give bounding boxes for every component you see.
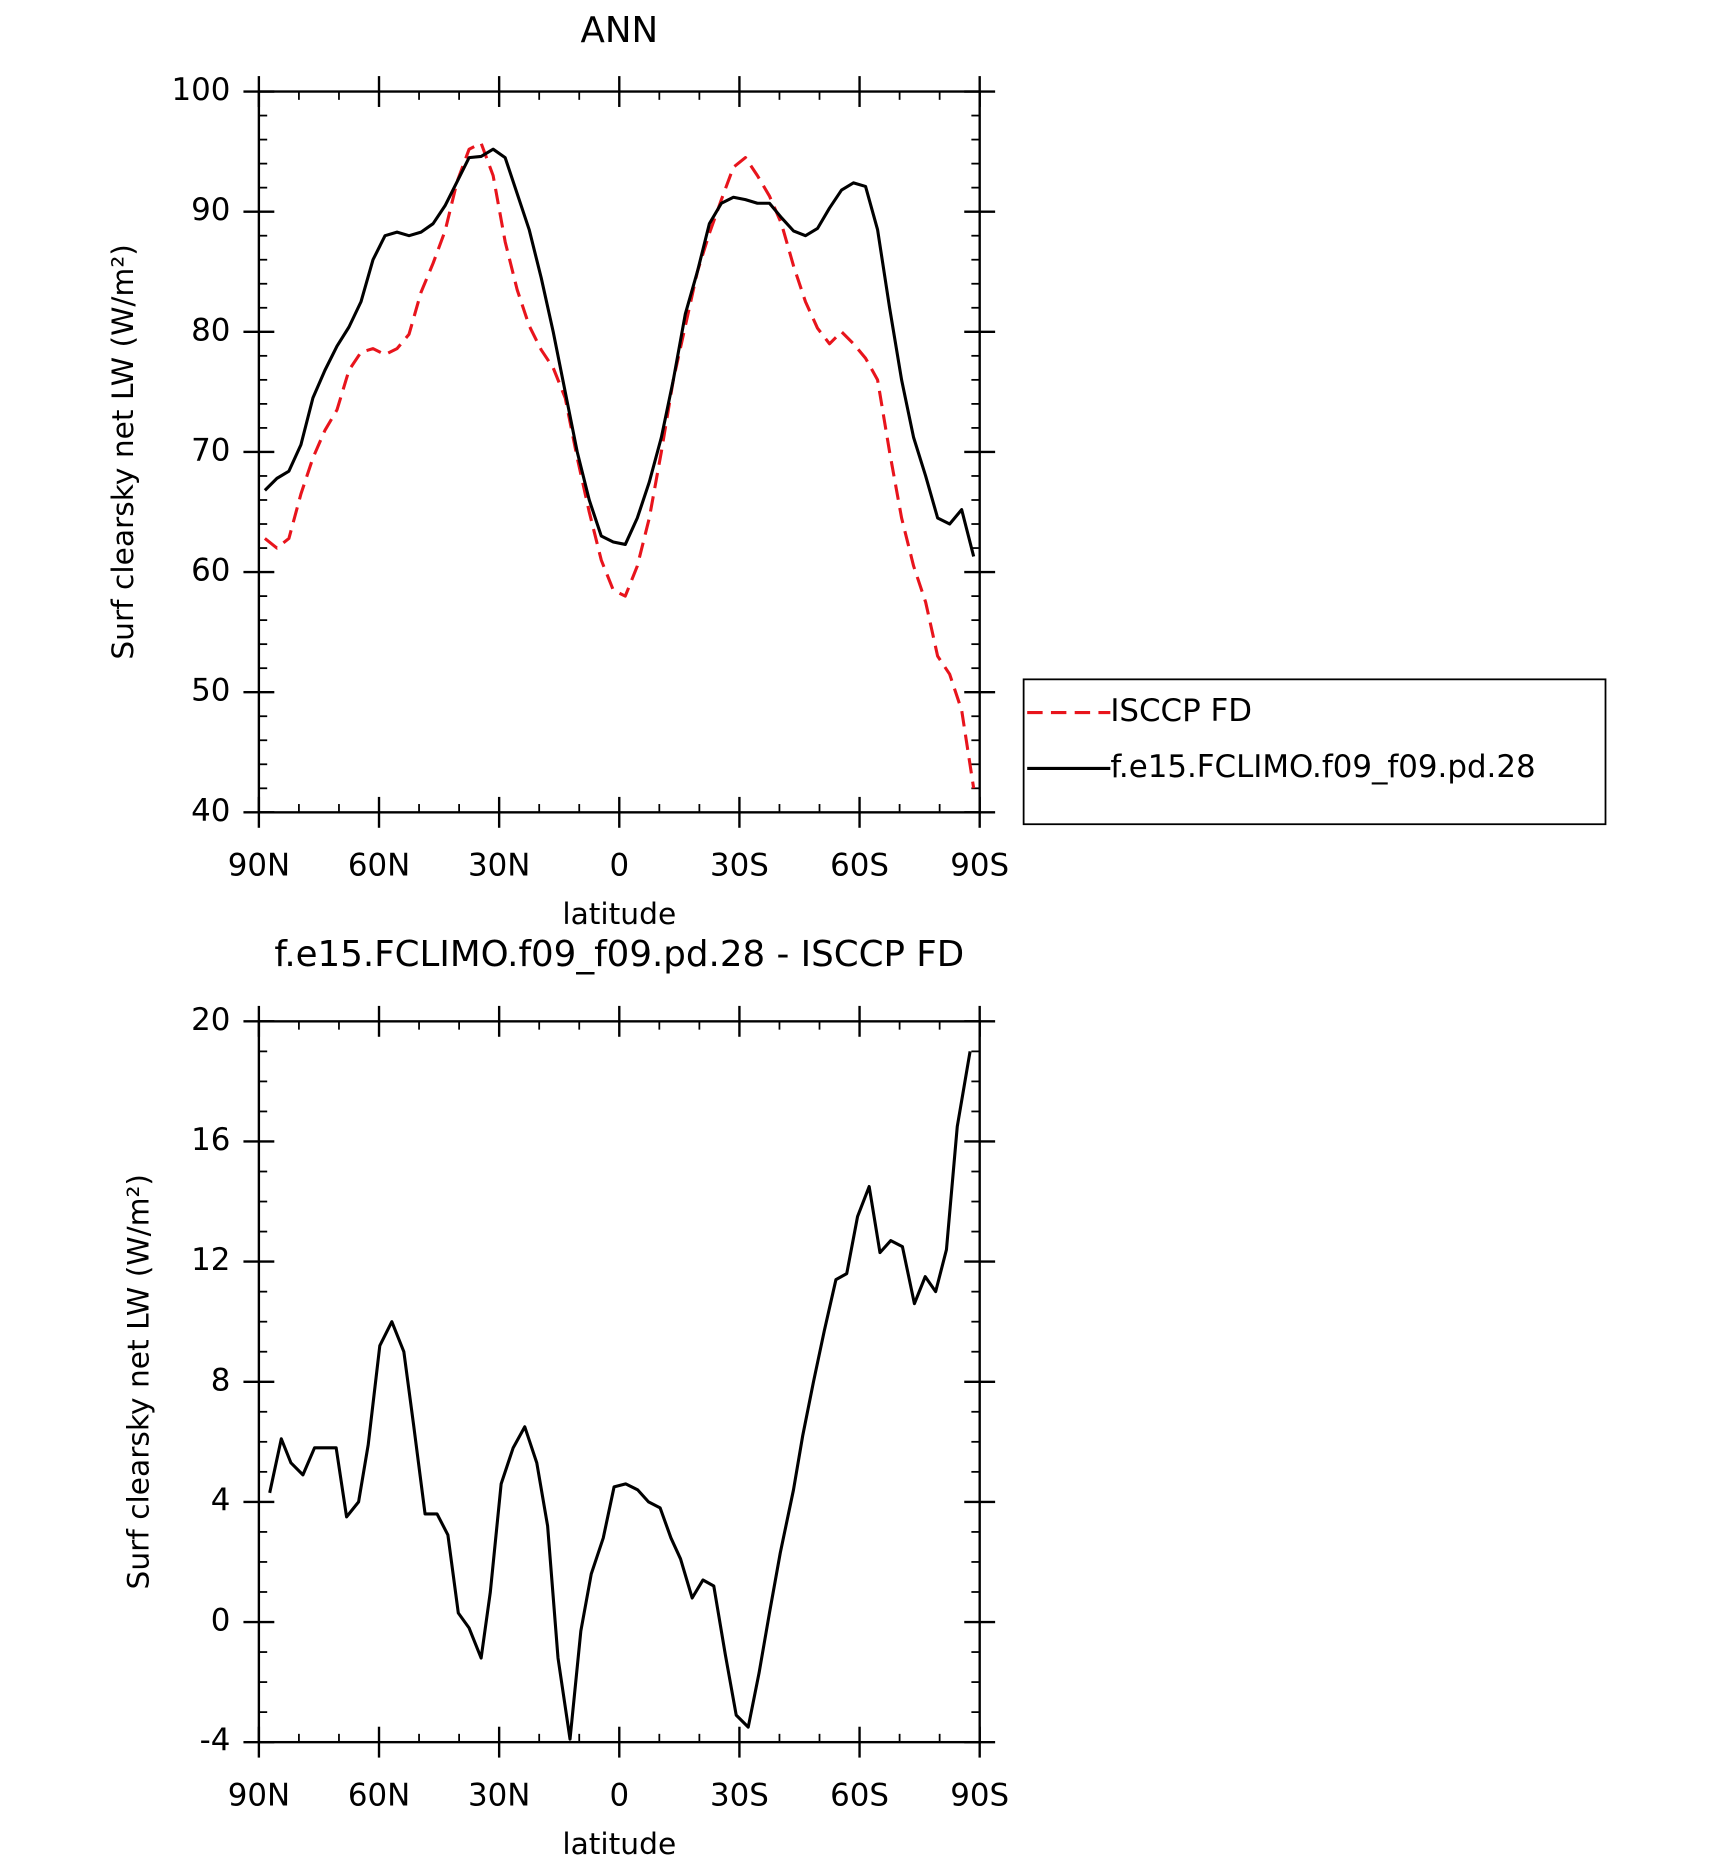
x-tick-label: 30S [710, 847, 769, 883]
y-axis-label: Surf clearsky net LW (W/m²) [121, 1174, 156, 1589]
y-tick-label: 40 [191, 793, 230, 829]
y-tick-label: 4 [211, 1482, 231, 1518]
y-tick-label: 70 [191, 432, 230, 468]
x-tick-label: 30S [710, 1777, 769, 1813]
y-tick-label: 80 [191, 312, 230, 348]
x-axis-label: latitude [562, 896, 676, 931]
x-tick-label: 90S [950, 1777, 1009, 1813]
x-tick-label: 60S [830, 1777, 889, 1813]
y-tick-label: 16 [191, 1122, 230, 1158]
plot-frame [257, 90, 981, 814]
x-tick-label: 0 [609, 1777, 629, 1813]
chart-title: f.e15.FCLIMO.f09_f09.pd.28 - ISCCP FD [274, 934, 964, 975]
y-tick-label: -4 [200, 1723, 231, 1759]
x-tick-label: 30N [468, 1777, 530, 1813]
y-tick-label: 90 [191, 192, 230, 228]
data-line [263, 147, 976, 557]
legend-label: f.e15.FCLIMO.f09_f09.pd.28 [1110, 749, 1535, 785]
x-tick-label: 0 [609, 847, 629, 883]
x-tick-label: 30N [468, 847, 530, 883]
y-tick-label: 60 [191, 553, 230, 589]
data-line [263, 141, 976, 789]
y-tick-label: 50 [191, 673, 230, 709]
x-tick-label: 90N [228, 847, 290, 883]
x-tick-label: 90N [228, 1777, 290, 1813]
legend-label: ISCCP FD [1110, 693, 1252, 729]
y-tick-label: 8 [211, 1362, 231, 1398]
x-tick-label: 90S [950, 847, 1009, 883]
plot-frame [257, 1020, 981, 1744]
x-tick-label: 60S [830, 847, 889, 883]
x-axis-label: latitude [562, 1826, 676, 1861]
x-tick-label: 60N [348, 847, 410, 883]
y-axis-label: Surf clearsky net LW (W/m²) [105, 244, 140, 659]
y-tick-label: 0 [211, 1603, 231, 1639]
x-tick-label: 60N [348, 1777, 410, 1813]
y-tick-label: 20 [191, 1002, 230, 1038]
y-tick-label: 100 [171, 72, 230, 108]
legend-box [1022, 678, 1607, 826]
chart-title: ANN [580, 10, 658, 51]
data-line [268, 1051, 972, 1741]
y-tick-label: 12 [191, 1242, 230, 1278]
